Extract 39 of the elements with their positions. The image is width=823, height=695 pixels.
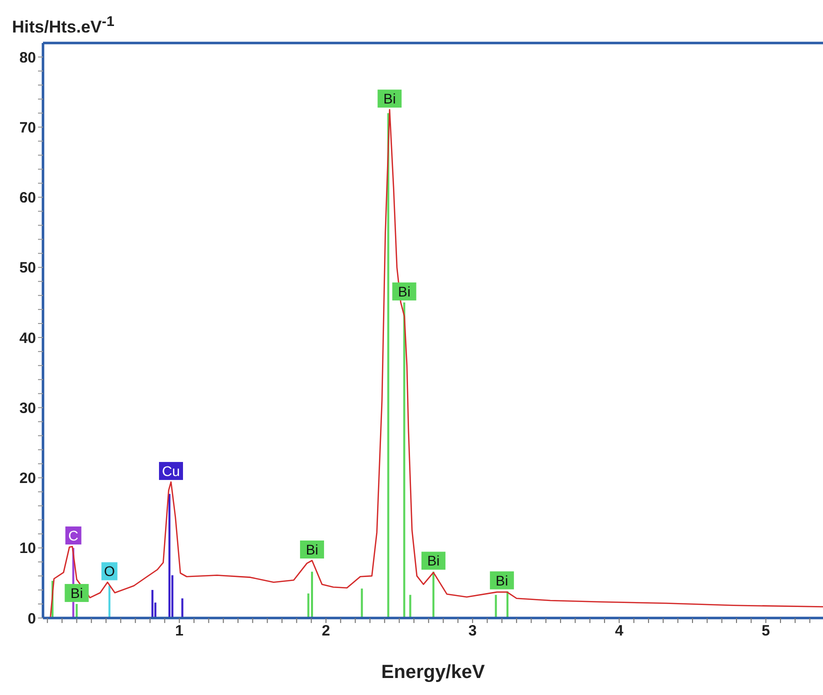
x-tick-label: 3 — [468, 622, 477, 640]
line-series — [50, 108, 823, 618]
bar — [409, 594, 412, 618]
bar — [387, 113, 390, 618]
annotation: Bi — [383, 90, 396, 107]
bar — [360, 588, 363, 618]
x-axis-title: Energy/keV — [381, 662, 486, 683]
y-tick-label: 10 — [19, 540, 36, 558]
y-tick-label: 80 — [19, 49, 36, 66]
bar — [506, 591, 508, 618]
annotation: Bi — [398, 283, 410, 300]
annotation: Bi — [496, 572, 508, 588]
annotation: Bi — [70, 584, 83, 601]
bar — [76, 604, 78, 618]
x-tick-label: 1 — [175, 622, 184, 640]
bar — [494, 594, 497, 618]
bar — [168, 494, 170, 618]
y-tick-label: 30 — [19, 400, 36, 417]
y-tick-label: 70 — [19, 119, 36, 136]
y-tick-label: 50 — [19, 260, 36, 277]
annotation: Bi — [427, 552, 440, 569]
y-axis-title: Hits/Hts.eV$^{-1}$ — [12, 14, 114, 38]
annotation: O — [104, 563, 115, 580]
annotation: C — [68, 527, 78, 544]
y-tick-label: 40 — [19, 330, 36, 347]
x-tick-label: 2 — [322, 622, 330, 640]
bar — [108, 586, 110, 618]
bar — [311, 572, 314, 618]
x-tick-label: 5 — [762, 622, 770, 640]
y-tick-label: 20 — [19, 470, 36, 488]
annotation: Bi — [306, 542, 318, 558]
bar — [151, 590, 154, 618]
y-tick-label: 60 — [19, 190, 36, 207]
x-tick-label: 4 — [615, 622, 624, 640]
bar — [403, 302, 406, 618]
bar — [181, 598, 184, 618]
y-tick-label: 0 — [28, 610, 36, 628]
bar — [432, 572, 434, 618]
annotation: Cu — [162, 462, 180, 479]
